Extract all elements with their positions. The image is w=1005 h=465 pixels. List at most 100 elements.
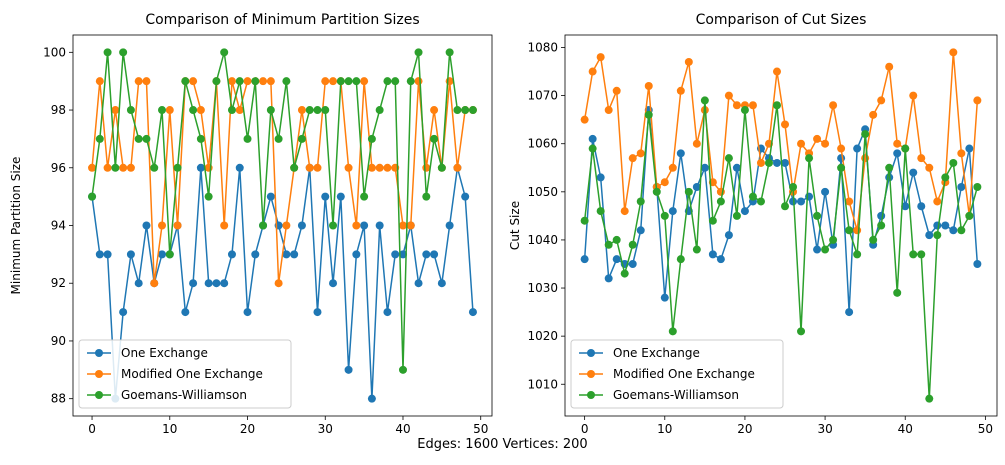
data-point (612, 86, 621, 95)
legend-swatch-marker (587, 349, 595, 357)
data-point (917, 154, 926, 163)
data-point (925, 394, 934, 403)
y-tick-label: 90 (51, 334, 66, 348)
data-point (829, 101, 838, 110)
data-point (103, 163, 112, 172)
data-point (352, 77, 361, 86)
data-point (877, 96, 886, 105)
y-tick-label: 98 (51, 103, 66, 117)
data-point (243, 77, 252, 86)
data-point (957, 183, 966, 192)
data-point (398, 250, 407, 259)
data-point (684, 187, 693, 196)
data-point (869, 235, 878, 244)
data-point (628, 154, 637, 163)
data-point (266, 192, 275, 201)
data-point (259, 77, 268, 86)
data-point (367, 134, 376, 143)
x-tick-label: 20 (737, 422, 752, 436)
data-point (290, 250, 299, 259)
data-point (95, 250, 104, 259)
data-point (837, 163, 846, 172)
data-point (893, 288, 902, 297)
legend-label: Modified One Exchange (121, 367, 263, 381)
data-point (305, 163, 314, 172)
data-point (764, 158, 773, 167)
data-point (134, 134, 143, 143)
legend-box (78, 339, 292, 409)
data-point (111, 106, 120, 115)
data-point (251, 77, 260, 86)
data-point (668, 163, 677, 172)
data-point (644, 110, 653, 119)
legend-label: Goemans-Williamson (613, 388, 739, 402)
data-point (329, 77, 338, 86)
data-point (181, 77, 190, 86)
x-tick-label: 0 (581, 422, 589, 436)
data-point (716, 255, 725, 264)
data-point (604, 274, 613, 283)
data-point (716, 197, 725, 206)
data-point (313, 106, 322, 115)
data-point (901, 202, 910, 211)
data-point (644, 81, 653, 90)
data-point (732, 101, 741, 110)
data-point (893, 139, 902, 148)
data-point (150, 163, 159, 172)
data-point (204, 279, 213, 288)
data-point (352, 221, 361, 230)
data-point (158, 221, 167, 230)
data-point (845, 308, 854, 317)
data-point (901, 144, 910, 153)
data-point (461, 106, 470, 115)
data-point (596, 173, 605, 182)
data-point (344, 365, 353, 374)
data-point (781, 202, 790, 211)
data-point (853, 250, 862, 259)
x-tick-label: 30 (318, 422, 333, 436)
data-point (941, 173, 950, 182)
data-point (336, 77, 345, 86)
data-point (383, 308, 392, 317)
data-point (933, 231, 942, 240)
data-point (861, 154, 870, 163)
data-point (103, 48, 112, 57)
data-point (406, 77, 415, 86)
series-line-2 (91, 51, 473, 371)
data-point (414, 48, 423, 57)
y-tick-label: 1070 (527, 89, 558, 103)
data-point (789, 183, 798, 192)
data-point (398, 365, 407, 374)
data-point (259, 221, 268, 230)
data-point (321, 77, 330, 86)
y-tick-label: 1040 (527, 233, 558, 247)
data-point (949, 226, 958, 235)
data-point (676, 255, 685, 264)
data-point (220, 279, 229, 288)
chart-minimum-partition-sizes: Comparison of Minimum Partition Sizes Min… (9, 12, 493, 436)
data-point (406, 221, 415, 230)
data-point (352, 250, 361, 259)
legend-label: One Exchange (613, 346, 700, 360)
data-point (88, 163, 97, 172)
data-point (748, 101, 757, 110)
data-point (620, 269, 629, 278)
data-point (468, 308, 477, 317)
data-point (266, 77, 275, 86)
data-point (853, 144, 862, 153)
data-point (414, 279, 423, 288)
data-point (845, 226, 854, 235)
data-point (243, 134, 252, 143)
data-point (336, 192, 345, 201)
data-point (949, 158, 958, 167)
data-point (845, 197, 854, 206)
legend-swatch-marker (95, 391, 103, 399)
data-point (732, 163, 741, 172)
data-point (700, 163, 709, 172)
data-point (781, 120, 790, 129)
legend-swatch-marker (95, 349, 103, 357)
x-tick-label: 40 (395, 422, 410, 436)
data-point (861, 130, 870, 139)
data-point (227, 250, 236, 259)
